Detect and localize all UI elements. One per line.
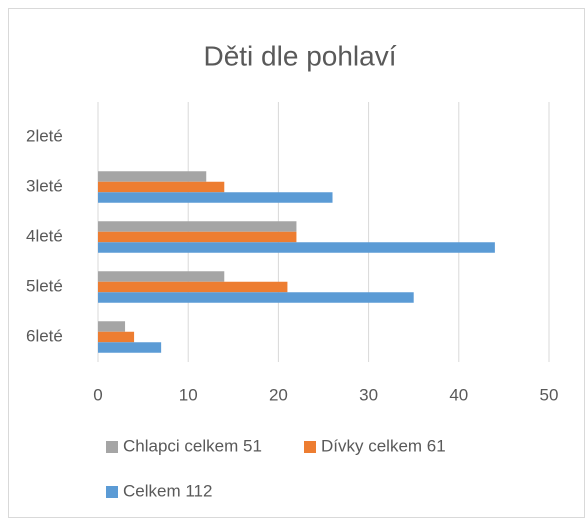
y-tick-label: 2leté — [26, 126, 63, 145]
bar — [98, 331, 135, 343]
bar — [98, 192, 333, 203]
x-tick-label: 30 — [359, 385, 378, 404]
bar — [98, 271, 225, 282]
bar — [98, 181, 225, 193]
legend-swatch — [304, 441, 316, 453]
legend-swatch — [106, 486, 118, 498]
legend-label: Celkem 112 — [123, 481, 212, 500]
chart-title: Děti dle pohlaví — [203, 40, 396, 71]
legend-label: Dívky celkem 61 — [321, 436, 446, 455]
bar — [98, 242, 495, 253]
bar — [98, 321, 126, 332]
legend-label: Chlapci celkem 51 — [123, 436, 262, 455]
x-tick-label: 40 — [449, 385, 468, 404]
bar — [98, 221, 297, 232]
bar — [98, 171, 207, 182]
x-tick-label: 20 — [269, 385, 288, 404]
x-tick-label: 10 — [179, 385, 198, 404]
bar — [98, 231, 297, 243]
y-tick-label: 3leté — [26, 176, 63, 195]
legend-swatch — [106, 441, 118, 453]
bar — [98, 292, 414, 303]
y-tick-label: 5leté — [26, 276, 63, 295]
chart-frame — [8, 8, 585, 518]
y-tick-label: 6leté — [26, 326, 63, 345]
y-tick-label: 4leté — [26, 226, 63, 245]
bar — [98, 281, 288, 293]
x-tick-label: 50 — [540, 385, 559, 404]
bar — [98, 342, 162, 353]
x-tick-label: 0 — [93, 385, 102, 404]
